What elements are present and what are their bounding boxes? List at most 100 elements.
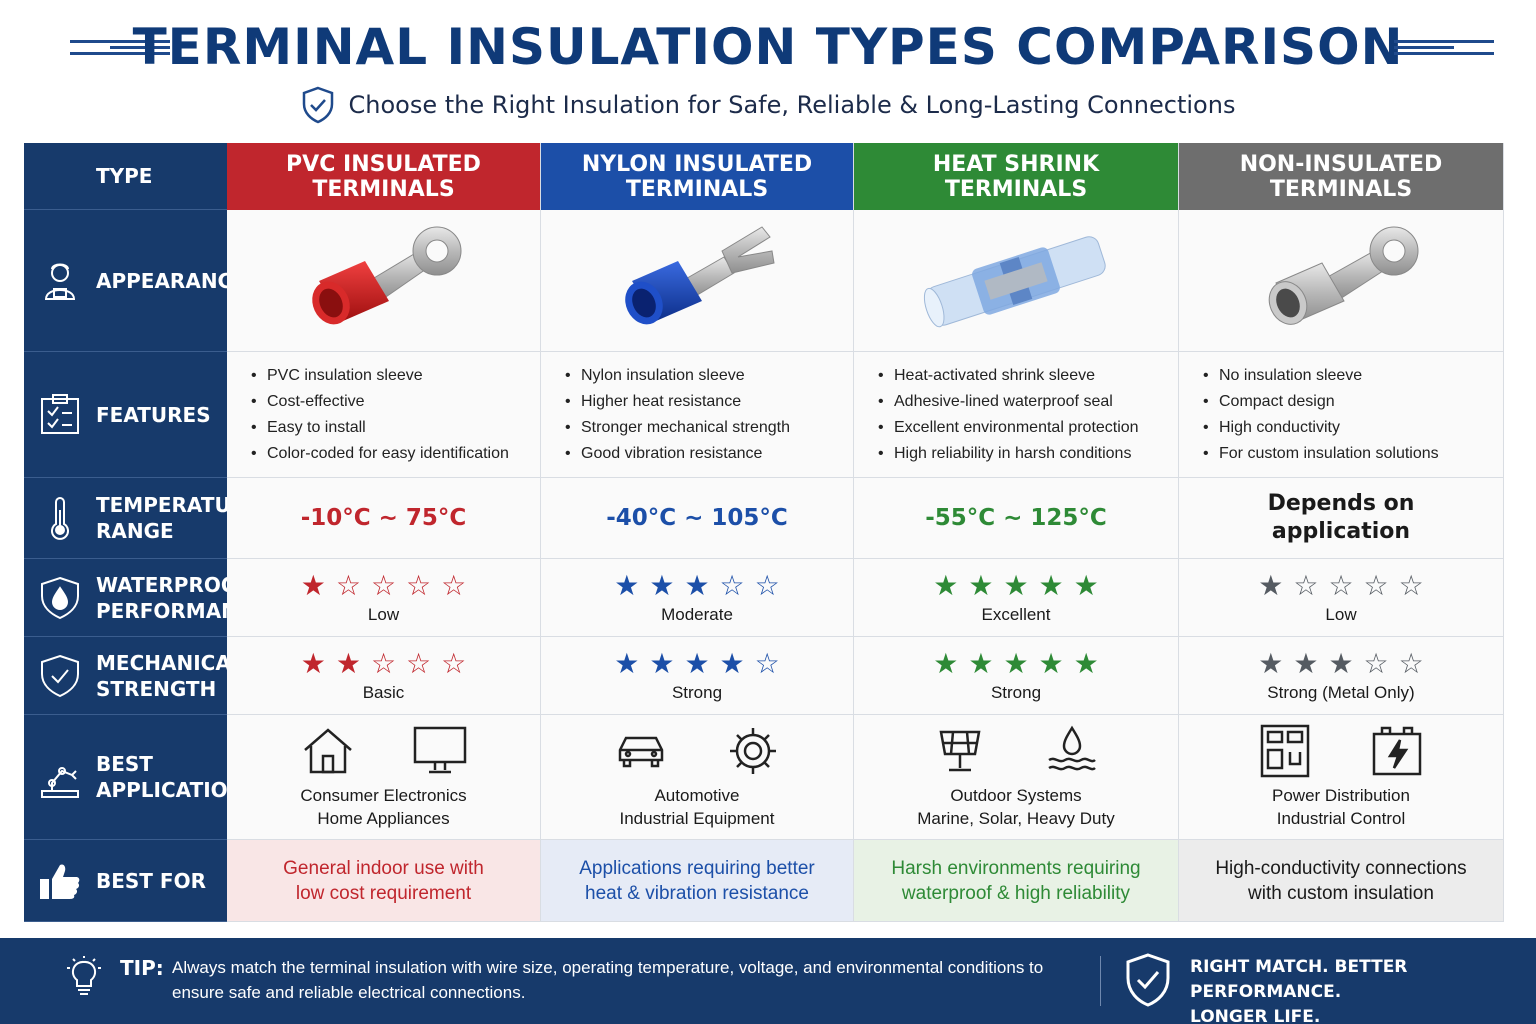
row-header-applications: BEST APPLICATIONS — [24, 715, 259, 840]
row-header-mechanical: MECHANICAL STRENGTH — [24, 637, 244, 715]
solar-panel-icon — [939, 730, 981, 772]
star-rating: ★ ★ ★ ☆ ☆ — [1258, 647, 1424, 679]
waterproof-heat-shrink: ★ ★ ★ ★ ★ Excellent — [854, 559, 1179, 637]
empty-star-icon: ☆ — [754, 647, 780, 679]
filled-star-icon: ★ — [719, 647, 745, 679]
star-rating: ★ ☆ ☆ ☆ ☆ — [1258, 569, 1424, 601]
features-nylon: Nylon insulation sleeve Higher heat resi… — [541, 352, 854, 478]
monitor-icon — [413, 726, 466, 774]
empty-star-icon: ☆ — [1398, 647, 1424, 679]
empty-star-icon: ☆ — [406, 647, 432, 679]
empty-star-icon: ☆ — [370, 569, 397, 601]
title-decoration-right — [1394, 40, 1494, 56]
type-header: TYPE — [24, 143, 227, 210]
row-header-waterproof: WATERPROOF PERFORMANCE — [24, 559, 266, 637]
list-item: Adhesive-lined waterproof seal — [878, 389, 1139, 415]
temperature-nylon: -40°C ~ 105°C — [541, 478, 854, 559]
red-ring-terminal-image — [311, 226, 461, 324]
mechanical-pvc: ★ ★ ☆ ☆ ☆ Basic — [227, 637, 541, 715]
filled-star-icon: ★ — [1003, 647, 1029, 679]
empty-star-icon: ☆ — [1363, 569, 1389, 601]
mechanical-nylon: ★ ★ ★ ★ ☆ Strong — [541, 637, 854, 715]
list-item: For custom insulation solutions — [1203, 441, 1439, 467]
bare-metal-ring-terminal-image — [1268, 226, 1419, 325]
empty-star-icon: ☆ — [1363, 647, 1389, 679]
appearance-non-insulated — [1179, 210, 1504, 352]
waterproof-nylon: ★ ★ ★ ☆ ☆ Moderate — [541, 559, 854, 637]
water-drop-shield-icon — [36, 574, 84, 622]
empty-star-icon: ☆ — [1328, 569, 1354, 601]
title-decoration-left — [70, 40, 170, 56]
empty-star-icon: ☆ — [1398, 569, 1424, 601]
appearance-pvc — [227, 210, 541, 352]
list-item: Good vibration resistance — [565, 441, 790, 467]
column-header-heat-shrink: HEAT SHRINK TERMINALS — [854, 143, 1179, 210]
filled-star-icon: ★ — [1258, 647, 1284, 679]
filled-star-icon: ★ — [968, 569, 994, 601]
best-for-nylon: Applications requiring better heat & vib… — [541, 840, 854, 922]
house-icon — [303, 728, 352, 774]
list-item: Cost-effective — [251, 389, 509, 415]
row-header-features: FEATURES — [24, 352, 227, 478]
list-item: Color-coded for easy identification — [251, 441, 509, 467]
list-item: Compact design — [1203, 389, 1439, 415]
temperature-heat-shrink: -55°C ~ 125°C — [854, 478, 1179, 559]
filled-star-icon: ★ — [1328, 647, 1354, 679]
star-rating: ★ ☆ ☆ ☆ ☆ — [300, 569, 467, 601]
filled-star-icon: ★ — [649, 569, 675, 601]
star-rating: ★ ★ ★ ★ ★ — [933, 647, 1099, 679]
filled-star-icon: ★ — [933, 647, 959, 679]
filled-star-icon: ★ — [1073, 569, 1099, 601]
filled-star-icon: ★ — [1073, 647, 1099, 679]
features-non-insulated: No insulation sleeve Compact design High… — [1179, 352, 1504, 478]
filled-star-icon: ★ — [649, 647, 675, 679]
footer-tip-bar: TIP: Always match the terminal insulatio… — [0, 938, 1536, 1024]
mechanical-heat-shrink: ★ ★ ★ ★ ★ Strong — [854, 637, 1179, 715]
shield-check-icon — [302, 86, 333, 124]
empty-star-icon: ☆ — [754, 569, 780, 601]
temperature-pvc: -10°C ~ 75°C — [227, 478, 541, 559]
best-for-heat-shrink: Harsh environments requiring waterproof … — [854, 840, 1179, 922]
empty-star-icon: ☆ — [1293, 569, 1319, 601]
clipboard-icon — [36, 391, 84, 439]
filled-star-icon: ★ — [614, 569, 640, 601]
column-header-nylon: NYLON INSULATED TERMINALS — [541, 143, 854, 210]
list-item: High conductivity — [1203, 415, 1439, 441]
filled-star-icon: ★ — [933, 569, 959, 601]
tip-text: Always match the terminal insulation wit… — [172, 958, 1044, 1002]
empty-star-icon: ☆ — [441, 569, 467, 601]
tip-label: TIP: — [120, 956, 164, 980]
list-item: High reliability in harsh conditions — [878, 441, 1139, 467]
filled-star-icon: ★ — [300, 569, 326, 601]
inspector-icon — [36, 257, 84, 305]
empty-star-icon: ☆ — [370, 647, 397, 679]
applications-non-insulated: Power Distribution Industrial Control — [1179, 715, 1504, 840]
list-item: Nylon insulation sleeve — [565, 363, 790, 389]
switchboard-icon — [1260, 724, 1310, 778]
empty-star-icon: ☆ — [406, 569, 432, 601]
filled-star-icon: ★ — [1038, 569, 1064, 601]
water-drop-waves-icon — [1048, 725, 1096, 771]
empty-star-icon: ☆ — [335, 569, 361, 601]
applications-pvc: Consumer Electronics Home Appliances — [227, 715, 541, 840]
appearance-nylon — [541, 210, 854, 352]
filled-star-icon: ★ — [300, 647, 326, 679]
features-heat-shrink: Heat-activated shrink sleeve Adhesive-li… — [854, 352, 1179, 478]
lightbulb-icon — [67, 956, 101, 995]
list-item: PVC insulation sleeve — [251, 363, 509, 389]
thermometer-icon — [36, 494, 84, 542]
applications-heat-shrink: Outdoor Systems Marine, Solar, Heavy Dut… — [854, 715, 1179, 840]
thumbs-up-icon — [36, 857, 84, 905]
empty-star-icon: ☆ — [719, 569, 745, 601]
best-for-non-insulated: High-conductivity connections with custo… — [1179, 840, 1504, 922]
filled-star-icon: ★ — [684, 569, 710, 601]
heat-shrink-butt-connector-image — [923, 235, 1106, 327]
battery-bolt-icon — [1372, 726, 1422, 776]
page-title: TERMINAL INSULATION TYPES COMPARISON — [132, 18, 1404, 76]
features-pvc: PVC insulation sleeve Cost-effective Eas… — [227, 352, 541, 478]
subtitle-text: Choose the Right Insulation for Safe, Re… — [348, 91, 1236, 119]
list-item: No insulation sleeve — [1203, 363, 1439, 389]
list-item: Higher heat resistance — [565, 389, 790, 415]
list-item: Easy to install — [251, 415, 509, 441]
list-item: Heat-activated shrink sleeve — [878, 363, 1139, 389]
